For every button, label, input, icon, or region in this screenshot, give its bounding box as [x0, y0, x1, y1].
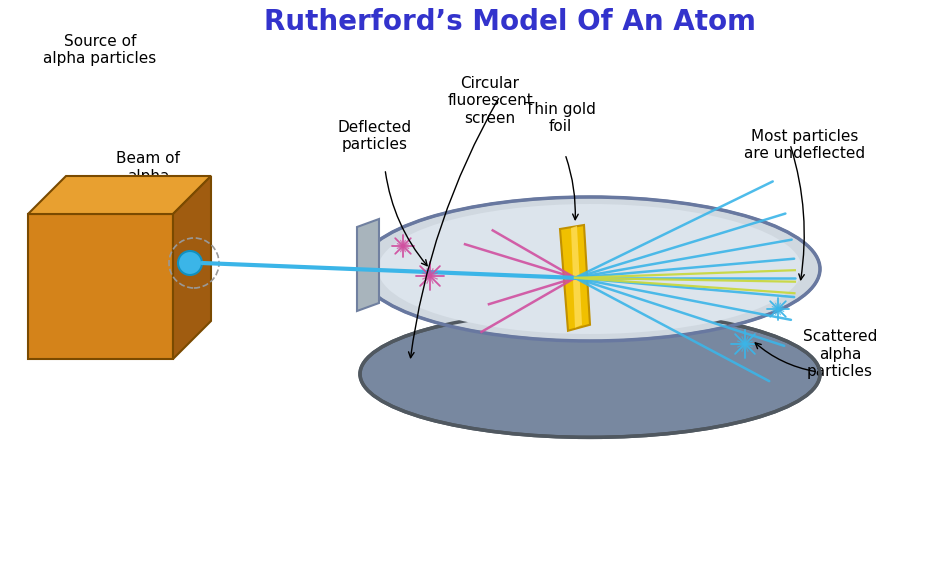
Ellipse shape	[360, 197, 820, 341]
Text: Circular
fluorescent
screen: Circular fluorescent screen	[447, 76, 533, 126]
Ellipse shape	[378, 204, 802, 334]
Text: Rutherford’s Model Of An Atom: Rutherford’s Model Of An Atom	[264, 8, 756, 36]
Polygon shape	[602, 197, 820, 437]
Text: Most particles
are undeflected: Most particles are undeflected	[744, 129, 866, 161]
Text: Source of
alpha particles: Source of alpha particles	[43, 34, 157, 67]
Polygon shape	[173, 176, 211, 359]
Polygon shape	[560, 225, 590, 331]
Polygon shape	[571, 226, 582, 328]
Polygon shape	[360, 197, 578, 437]
Circle shape	[178, 251, 202, 275]
Text: Thin gold
foil: Thin gold foil	[525, 102, 595, 134]
Polygon shape	[28, 176, 211, 214]
Text: Deflected
particles: Deflected particles	[338, 120, 412, 152]
Text: Beam of
alpha
particles: Beam of alpha particles	[115, 151, 181, 201]
Ellipse shape	[360, 311, 820, 437]
Polygon shape	[186, 257, 200, 269]
Polygon shape	[28, 214, 173, 359]
Text: Scattered
alpha
particles: Scattered alpha particles	[803, 329, 877, 379]
Polygon shape	[357, 219, 379, 311]
